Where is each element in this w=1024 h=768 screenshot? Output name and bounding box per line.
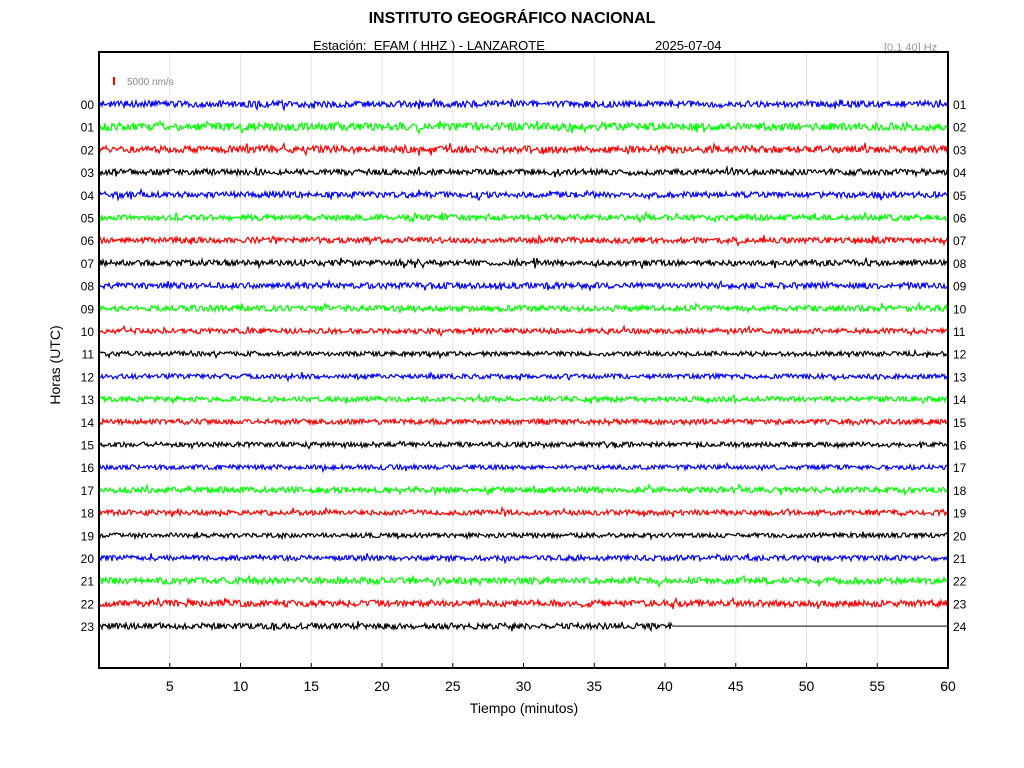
row-start-label: 06: [81, 234, 95, 248]
trace-16: [98, 461, 949, 474]
row-end-label: 07: [953, 234, 967, 248]
row-start-label: 03: [81, 166, 95, 180]
row-start-label: 04: [81, 189, 95, 203]
x-tick-label: 60: [940, 678, 956, 694]
row-start-label: 21: [81, 575, 95, 589]
trace-23: [98, 620, 673, 633]
row-end-label: 03: [953, 143, 967, 157]
scale-marker: 5000 nm/s: [113, 77, 174, 88]
trace-20: [98, 552, 949, 565]
row-start-label: 08: [81, 280, 95, 294]
x-tick-label: 5: [166, 678, 174, 694]
x-tick-label: 25: [445, 678, 461, 694]
row-end-label: 06: [953, 212, 967, 226]
row-start-label: 09: [81, 302, 95, 316]
row-start-label: 19: [81, 529, 95, 543]
x-tick-label: 10: [233, 678, 249, 694]
row-end-label: 05: [953, 189, 967, 203]
row-start-label: 01: [81, 121, 95, 135]
x-tick-label: 20: [374, 678, 390, 694]
trace-22: [98, 596, 949, 610]
row-start-label: 17: [81, 484, 95, 498]
row-start-label: 15: [81, 439, 95, 453]
row-end-label: 21: [953, 552, 967, 566]
trace-06: [98, 234, 949, 248]
trace-19: [98, 530, 949, 541]
trace-17: [98, 482, 949, 497]
trace-14: [98, 416, 949, 428]
row-end-label: 14: [953, 393, 967, 407]
axis-labels: 5 10 15 20 25 30 35 40 45 50 55 60 00 01 01 02 02 03 03 04 0…: [81, 98, 967, 694]
row-end-label: 13: [953, 370, 967, 384]
x-tick-label: 40: [657, 678, 673, 694]
trace-08: [98, 278, 949, 293]
row-end-label: 02: [953, 121, 967, 135]
row-end-label: 04: [953, 166, 967, 180]
row-start-label: 23: [81, 620, 95, 634]
row-start-label: 05: [81, 212, 95, 226]
row-end-label: 18: [953, 484, 967, 498]
row-end-label: 01: [953, 98, 967, 112]
trace-10: [98, 324, 949, 338]
trace-13: [98, 392, 949, 406]
x-tick-label: 15: [303, 678, 319, 694]
trace-00: [98, 98, 949, 112]
row-end-label: 23: [953, 597, 967, 611]
trace-02: [98, 141, 949, 157]
trace-04: [98, 187, 949, 202]
page-title: INSTITUTO GEOGRÁFICO NACIONAL: [368, 10, 656, 27]
x-tick-label: 45: [728, 678, 744, 694]
row-start-label: 10: [81, 325, 95, 339]
row-start-label: 02: [81, 143, 95, 157]
x-tick-label: 30: [516, 678, 532, 694]
trace-09: [98, 301, 949, 315]
row-end-label: 09: [953, 280, 967, 294]
row-end-label: 16: [953, 439, 967, 453]
trace-07: [98, 256, 949, 270]
trace-01: [98, 120, 949, 136]
trace-21: [98, 574, 949, 589]
station-label: Estación: EFAM ( HHZ ) - LANZAROTE: [313, 38, 545, 53]
row-start-label: 13: [81, 393, 95, 407]
trace-05: [98, 210, 949, 224]
row-start-label: 20: [81, 552, 95, 566]
date-label: 2025-07-04: [655, 38, 722, 53]
trace-15: [98, 440, 949, 451]
row-start-label: 00: [81, 98, 95, 112]
row-end-label: 11: [953, 325, 966, 339]
plot-frame: [98, 51, 949, 669]
row-end-label: 12: [953, 348, 967, 362]
grid-lines: [169, 52, 949, 668]
row-start-label: 14: [81, 416, 95, 430]
x-tick-label: 50: [799, 678, 815, 694]
row-start-label: 22: [81, 597, 95, 611]
row-start-label: 18: [81, 507, 95, 521]
trace-03: [98, 164, 949, 178]
row-end-label: 19: [953, 507, 967, 521]
scale-label: 5000 nm/s: [127, 77, 174, 88]
row-end-label: 10: [953, 302, 967, 316]
x-tick-label: 55: [869, 678, 885, 694]
row-end-label: 08: [953, 257, 967, 271]
seismic-traces: [98, 98, 949, 633]
row-end-label: 24: [953, 620, 967, 634]
row-start-label: 11: [82, 348, 95, 362]
x-tick-label: 35: [586, 678, 602, 694]
trace-18: [98, 505, 949, 518]
row-start-label: 16: [81, 461, 95, 475]
row-end-label: 17: [953, 461, 967, 475]
row-end-label: 20: [953, 529, 967, 543]
row-start-label: 07: [81, 257, 95, 271]
row-start-label: 12: [81, 370, 95, 384]
trace-11: [98, 348, 949, 360]
row-end-label: 15: [953, 416, 967, 430]
row-end-label: 22: [953, 575, 967, 589]
x-axis-label: Tiempo (minutos): [469, 700, 579, 716]
trace-12: [98, 371, 949, 383]
y-axis-label: Horas (UTC): [47, 325, 63, 405]
